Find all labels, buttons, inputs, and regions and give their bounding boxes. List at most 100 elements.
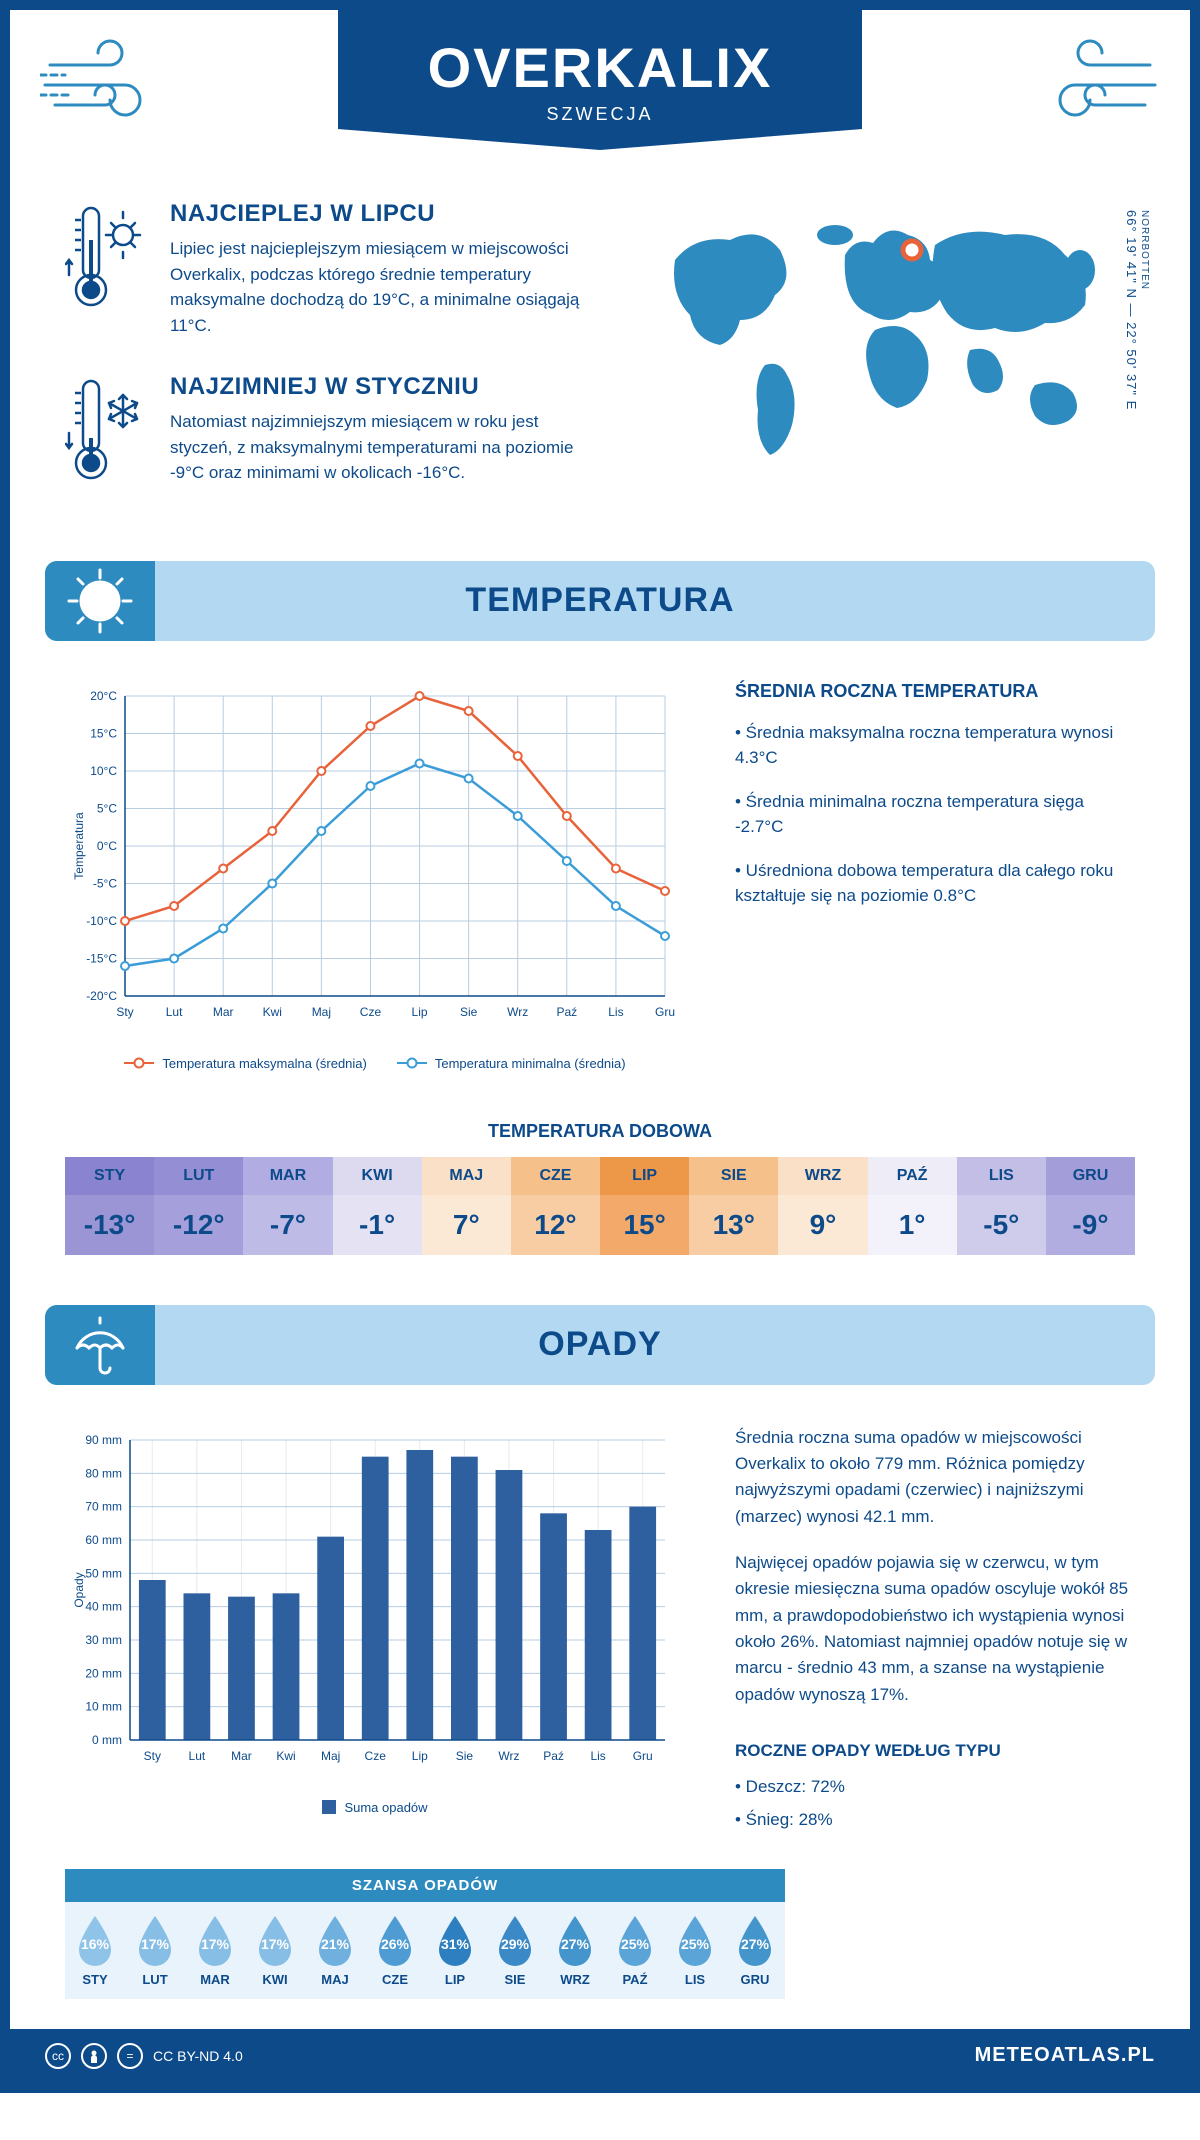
world-map-box: NORRBOTTEN 66° 19' 41" N — 22° 50' 37" E xyxy=(635,200,1135,521)
precip-row: 0 mm10 mm20 mm30 mm40 mm50 mm60 mm70 mm8… xyxy=(10,1385,1190,1859)
svg-text:Lip: Lip xyxy=(412,1005,428,1019)
daily-value: -13° xyxy=(65,1195,154,1255)
daily-cell: LIP15° xyxy=(600,1157,689,1255)
svg-text:80 mm: 80 mm xyxy=(85,1466,122,1480)
raindrop-icon: 21% xyxy=(314,1914,356,1966)
header: OVERKALIX SZWECJA xyxy=(10,10,1190,170)
thermometer-hot-icon xyxy=(65,200,145,310)
chance-cell: 17% KWI xyxy=(245,1902,305,1999)
temperature-info: ŚREDNIA ROCZNA TEMPERATURA • Średnia mak… xyxy=(735,681,1135,1071)
svg-text:Sty: Sty xyxy=(116,1005,133,1019)
svg-text:Gru: Gru xyxy=(633,1749,653,1763)
precip-type-snow: • Śnieg: 28% xyxy=(735,1807,1135,1833)
daily-value: -12° xyxy=(154,1195,243,1255)
svg-text:Mar: Mar xyxy=(213,1005,234,1019)
chance-cell: 27% WRZ xyxy=(545,1902,605,1999)
svg-text:Kwi: Kwi xyxy=(263,1005,282,1019)
svg-text:Temperatura: Temperatura xyxy=(72,811,86,879)
fact-warmest: NAJCIEPLEJ W LIPCU Lipiec jest najcieple… xyxy=(65,200,595,338)
precip-para-1: Średnia roczna suma opadów w miejscowośc… xyxy=(735,1425,1135,1530)
svg-text:Opady: Opady xyxy=(72,1572,86,1607)
daily-month: GRU xyxy=(1046,1157,1135,1195)
raindrop-icon: 17% xyxy=(134,1914,176,1966)
svg-text:20°C: 20°C xyxy=(90,689,117,703)
svg-text:Sty: Sty xyxy=(144,1749,161,1763)
chance-row: 16% STY 17% LUT 17% MAR 17% KWI 21% MAJ … xyxy=(65,1902,785,1999)
svg-text:Wrz: Wrz xyxy=(507,1005,528,1019)
raindrop-icon: 17% xyxy=(194,1914,236,1966)
chance-value: 25% xyxy=(681,1936,709,1952)
precip-para-2: Najwięcej opadów pojawia się w czerwcu, … xyxy=(735,1550,1135,1708)
svg-text:-20°C: -20°C xyxy=(86,989,117,1003)
coords-region: NORRBOTTEN xyxy=(1139,210,1150,406)
chance-month: PAŹ xyxy=(605,1972,665,1987)
svg-text:Gru: Gru xyxy=(655,1005,675,1019)
fact-warmest-title: NAJCIEPLEJ W LIPCU xyxy=(170,200,590,228)
daily-value: -1° xyxy=(333,1195,422,1255)
chance-value: 16% xyxy=(81,1936,109,1952)
daily-month: CZE xyxy=(511,1157,600,1195)
chance-value: 27% xyxy=(561,1936,589,1952)
by-icon xyxy=(81,2043,107,2069)
nd-icon: = xyxy=(117,2043,143,2069)
daily-value: 15° xyxy=(600,1195,689,1255)
chance-month: STY xyxy=(65,1972,125,1987)
svg-text:Cze: Cze xyxy=(360,1005,382,1019)
chance-month: CZE xyxy=(365,1972,425,1987)
location-title: OVERKALIX xyxy=(428,35,773,100)
temp-info-bullet: • Średnia maksymalna roczna temperatura … xyxy=(735,720,1135,771)
daily-temp-title: TEMPERATURA DOBOWA xyxy=(10,1121,1190,1142)
chance-month: LIS xyxy=(665,1972,725,1987)
chance-cell: 16% STY xyxy=(65,1902,125,1999)
intro-section: NAJCIEPLEJ W LIPCU Lipiec jest najcieple… xyxy=(10,170,1190,541)
chance-month: LIP xyxy=(425,1972,485,1987)
chance-cell: 17% LUT xyxy=(125,1902,185,1999)
fact-coldest: NAJZIMNIEJ W STYCZNIU Natomiast najzimni… xyxy=(65,373,595,486)
svg-text:70 mm: 70 mm xyxy=(85,1499,122,1513)
section-header-temperature: TEMPERATURA xyxy=(45,561,1155,641)
daily-cell: MAJ7° xyxy=(422,1157,511,1255)
chance-month: SIE xyxy=(485,1972,545,1987)
svg-text:Mar: Mar xyxy=(231,1749,252,1763)
daily-value: -7° xyxy=(243,1195,332,1255)
section-title-precip: OPADY xyxy=(45,1325,1155,1364)
chance-value: 21% xyxy=(321,1936,349,1952)
daily-month: MAR xyxy=(243,1157,332,1195)
daily-month: STY xyxy=(65,1157,154,1195)
coords-text: 66° 19' 41" N — 22° 50' 37" E xyxy=(1124,210,1139,410)
svg-text:Wrz: Wrz xyxy=(498,1749,519,1763)
daily-cell: KWI-1° xyxy=(333,1157,422,1255)
svg-text:50 mm: 50 mm xyxy=(85,1566,122,1580)
world-map xyxy=(635,200,1135,480)
raindrop-icon: 27% xyxy=(734,1914,776,1966)
svg-text:Cze: Cze xyxy=(365,1749,387,1763)
location-country: SZWECJA xyxy=(428,104,773,125)
temp-info-bullet: • Średnia minimalna roczna temperatura s… xyxy=(735,789,1135,840)
section-header-precip: OPADY xyxy=(45,1305,1155,1385)
daily-cell: SIE13° xyxy=(689,1157,778,1255)
temperature-row: -20°C-15°C-10°C-5°C0°C5°C10°C15°C20°CSty… xyxy=(10,641,1190,1091)
raindrop-icon: 31% xyxy=(434,1914,476,1966)
raindrop-icon: 29% xyxy=(494,1914,536,1966)
svg-text:Kwi: Kwi xyxy=(276,1749,295,1763)
daily-value: 1° xyxy=(868,1195,957,1255)
footer-brand: METEOATLAS.PL xyxy=(975,2044,1155,2067)
daily-month: WRZ xyxy=(778,1157,867,1195)
license-text: CC BY-ND 4.0 xyxy=(153,2048,243,2064)
chance-value: 29% xyxy=(501,1936,529,1952)
chance-month: LUT xyxy=(125,1972,185,1987)
daily-cell: CZE12° xyxy=(511,1157,600,1255)
chance-value: 25% xyxy=(621,1936,649,1952)
daily-value: 13° xyxy=(689,1195,778,1255)
daily-value: -5° xyxy=(957,1195,1046,1255)
coordinates: NORRBOTTEN 66° 19' 41" N — 22° 50' 37" E xyxy=(1124,210,1150,410)
chance-cell: 21% MAJ xyxy=(305,1902,365,1999)
footer: cc = CC BY-ND 4.0 METEOATLAS.PL xyxy=(10,2029,1190,2083)
svg-text:30 mm: 30 mm xyxy=(85,1633,122,1647)
daily-cell: LUT-12° xyxy=(154,1157,243,1255)
svg-text:Paź: Paź xyxy=(556,1005,577,1019)
daily-month: LIS xyxy=(957,1157,1046,1195)
svg-text:15°C: 15°C xyxy=(90,726,117,740)
daily-temp-table: STY-13°LUT-12°MAR-7°KWI-1°MAJ7°CZE12°LIP… xyxy=(65,1157,1135,1255)
chance-cell: 26% CZE xyxy=(365,1902,425,1999)
